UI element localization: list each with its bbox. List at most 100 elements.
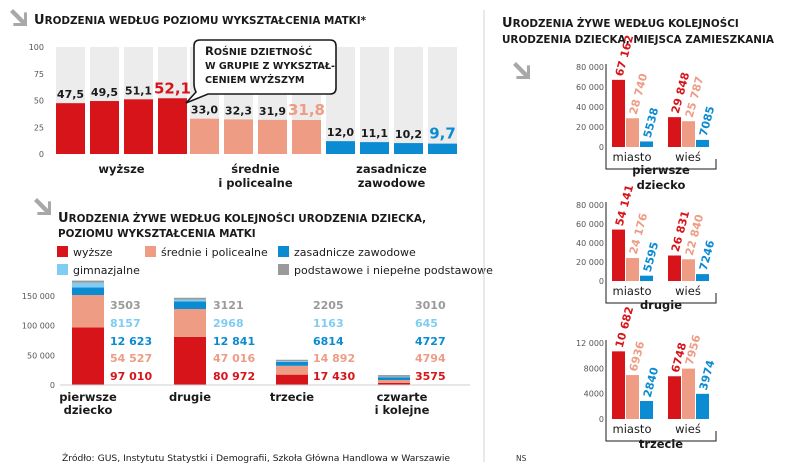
y-tick-label: 150 000 — [22, 292, 55, 301]
data-label: 8157 — [110, 317, 141, 330]
bar-segment — [174, 297, 206, 300]
callout-line: W GRUPIE Z WYKSZTAŁ- — [205, 61, 335, 72]
data-label: 5538 — [641, 106, 661, 139]
panel-title: trzecie — [639, 437, 683, 451]
data-label: 10,2 — [395, 128, 422, 141]
author-initials: NS — [516, 454, 527, 463]
chart-education: URODZENIA WEDŁUG POZIOMU WYKSZTAŁCENIA M… — [29, 13, 457, 190]
group-label: wieś — [675, 284, 701, 298]
data-label: 32,3 — [225, 104, 252, 117]
bar — [682, 259, 695, 281]
group-label: wieś — [675, 422, 701, 436]
category-label: i policealne — [218, 176, 292, 190]
data-label: 17 430 — [313, 370, 355, 383]
y-tick-label: 40 000 — [576, 103, 604, 112]
data-label: 54 141 — [613, 183, 636, 227]
data-label: 54 527 — [110, 352, 152, 365]
data-label: 5595 — [641, 241, 661, 274]
data-label: 33,0 — [191, 104, 218, 117]
data-label: 7956 — [683, 333, 704, 366]
data-label: 11,1 — [361, 127, 388, 140]
bar-segment — [378, 377, 410, 381]
group-label: miasto — [613, 422, 652, 436]
y-tick-label: 4000 — [584, 390, 604, 399]
group-label: miasto — [613, 150, 652, 164]
y-tick-label: 80 000 — [576, 201, 604, 210]
bar-segment — [72, 282, 104, 288]
data-label: 3121 — [213, 299, 244, 312]
arrow-down-right-icon — [34, 198, 51, 215]
legend-swatch — [145, 246, 156, 257]
bar — [124, 99, 153, 154]
callout-note: ROŚNIE DZIETNOŚĆ W GRUPIE Z WYKSZTAŁ-CENI… — [185, 39, 337, 104]
bar-segment — [378, 382, 410, 385]
data-label: 3010 — [415, 299, 446, 312]
y-tick-label: 0 — [50, 381, 55, 390]
y-tick-label: 100 000 — [22, 322, 55, 331]
legend-label: gimnazjalne — [73, 264, 140, 277]
category-label: średnie — [231, 162, 280, 176]
y-tick-label: 75 — [34, 70, 44, 79]
axis-bracket — [605, 340, 717, 442]
callout-line: CENIEM WYŻSZYM — [205, 72, 304, 86]
category-label: czwarte — [377, 390, 428, 404]
bar-segment — [276, 374, 308, 385]
bar — [612, 229, 625, 281]
chart-title: URODZENIA WEDŁUG POZIOMU WYKSZTAŁCENIA M… — [34, 13, 367, 28]
bar-background — [394, 47, 423, 154]
data-label: 31,8 — [288, 101, 325, 119]
data-label: 3974 — [697, 358, 718, 391]
category-label: trzecie — [270, 390, 314, 404]
data-label: 31,9 — [259, 105, 286, 118]
bar — [626, 118, 639, 147]
data-label: 97 010 — [110, 370, 152, 383]
bar-segment — [72, 327, 104, 385]
bar — [326, 141, 355, 154]
legend: wyższe średnie i policealne zasadnicze zaw… — [57, 246, 493, 277]
bar — [626, 375, 639, 419]
data-label: 47,5 — [57, 88, 84, 101]
legend-label: podstawowe i niepełne podstawowe — [294, 264, 493, 277]
bar-segment — [72, 287, 104, 296]
y-tick-label: 8000 — [584, 364, 604, 373]
bar — [668, 117, 681, 147]
category-label: wyższe — [98, 162, 144, 176]
bar-segment — [174, 336, 206, 385]
y-tick-label: 50 000 — [27, 351, 55, 360]
chart-birth-order-education: URODZENIA ŻYWE WEDŁUG KOLEJNOŚCI URODZEN… — [22, 211, 493, 417]
category-label: zawodowe — [358, 176, 426, 190]
y-tick-label: 0 — [599, 143, 604, 152]
legend-item: zasadnicze zawodowe — [278, 246, 416, 259]
arrow-down-right-icon — [513, 62, 530, 79]
data-label: 4727 — [415, 335, 446, 348]
legend-swatch — [278, 246, 289, 257]
bar-segment — [174, 301, 206, 310]
data-label: 645 — [415, 317, 438, 330]
bar-segment — [276, 361, 308, 362]
category-label: dziecko — [64, 403, 113, 417]
data-label: 6936 — [627, 340, 648, 373]
bar-segment — [276, 359, 308, 362]
chart-title-line: URODZENIA ŻYWE WEDŁUG KOLEJNOŚCI URODZEN… — [58, 211, 426, 226]
axis-bracket — [605, 64, 717, 170]
bar — [612, 351, 625, 419]
data-label: 80 972 — [213, 370, 255, 383]
stacked-bar: 97 010 54 527 12 623 8157 3503 pierwszedzieck… — [59, 280, 152, 417]
bar-segment — [174, 299, 206, 302]
bar — [640, 275, 653, 281]
bar — [626, 258, 639, 281]
group-label: wieś — [675, 150, 701, 164]
bar-segment — [276, 361, 308, 366]
bar — [668, 255, 681, 281]
data-label: 3503 — [110, 299, 141, 312]
bar — [696, 274, 709, 281]
bar — [360, 142, 389, 154]
data-label: 2968 — [213, 317, 244, 330]
bar — [258, 119, 287, 154]
data-label: 28 740 — [627, 72, 651, 116]
bar-segment — [72, 280, 104, 283]
